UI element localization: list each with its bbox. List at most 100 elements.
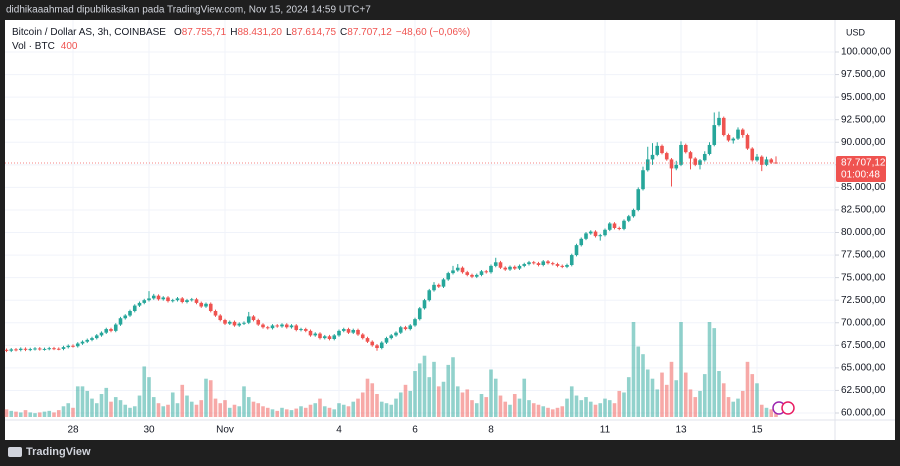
- volume-bar: [56, 410, 61, 417]
- candle-body: [550, 263, 555, 265]
- volume-bar: [289, 410, 294, 417]
- volume-bar: [42, 411, 47, 417]
- candle-body: [574, 245, 579, 256]
- candle-body: [261, 324, 265, 328]
- candle-body: [650, 154, 655, 160]
- candle-body: [764, 159, 769, 165]
- candle-body: [9, 349, 14, 351]
- candle-body: [398, 327, 403, 333]
- candle-body: [18, 348, 23, 351]
- candle-body: [493, 262, 498, 266]
- volume-bar: [251, 401, 256, 417]
- candle-body: [389, 335, 394, 339]
- candle-body: [688, 152, 693, 159]
- candle-body: [717, 117, 721, 126]
- candle-body: [408, 325, 413, 330]
- volume-bar: [4, 409, 9, 417]
- volume-bar: [603, 398, 607, 417]
- candle-body: [47, 348, 52, 350]
- candle-body: [299, 329, 303, 331]
- volume-bar: [626, 377, 631, 417]
- volume-bar: [118, 400, 123, 417]
- volume-bar: [451, 357, 455, 417]
- volume-bar: [717, 371, 721, 417]
- volume-bar: [484, 397, 489, 417]
- candle-body: [341, 329, 346, 331]
- candle-body: [104, 329, 109, 333]
- candle-body: [607, 223, 612, 230]
- volume-bar: [702, 374, 707, 417]
- volume-bar: [479, 394, 484, 417]
- y-tick-label: 97.500,00: [841, 69, 886, 80]
- candle-body: [498, 262, 503, 268]
- volume-bar: [617, 390, 622, 417]
- volume-bar: [460, 392, 465, 417]
- candle-body: [451, 270, 455, 274]
- volume-bar: [560, 406, 565, 417]
- volume-bar: [161, 406, 166, 417]
- candle-body: [237, 323, 242, 326]
- candle-body: [584, 233, 588, 239]
- volume-bar: [531, 403, 536, 417]
- candle-body: [470, 274, 474, 277]
- volume-bar: [14, 411, 18, 417]
- candle-body: [37, 348, 42, 350]
- candle-body: [740, 129, 745, 136]
- candle-body: [721, 117, 726, 136]
- volume-bar: [441, 381, 446, 417]
- volume-label: Vol · BTC: [12, 41, 55, 52]
- volume-bar: [555, 407, 560, 417]
- candle-body: [185, 300, 189, 302]
- volume-bar: [465, 389, 470, 417]
- volume-bar: [683, 372, 688, 417]
- volume-bar: [707, 322, 712, 417]
- volume-bar: [493, 378, 498, 417]
- x-tick-label: 15: [751, 425, 763, 436]
- candle-body: [147, 298, 151, 301]
- volume-bar: [223, 400, 227, 417]
- volume-bar: [218, 403, 223, 417]
- candle-body: [702, 153, 707, 161]
- candle-body: [455, 267, 460, 271]
- x-tick-label: 30: [143, 425, 155, 436]
- volume-bar: [232, 404, 237, 417]
- candle-body: [256, 320, 261, 325]
- volume-bar: [622, 392, 626, 417]
- volume-bar: [28, 412, 33, 417]
- candle-body: [246, 316, 251, 323]
- legend-value: 87.755,71: [182, 27, 227, 38]
- candle-body: [612, 223, 617, 228]
- volume-bar: [655, 389, 660, 417]
- candle-body: [593, 231, 598, 237]
- candle-body: [94, 335, 99, 339]
- volume-bar: [636, 346, 641, 417]
- volume-bar: [470, 400, 474, 417]
- x-tick-label: 13: [675, 425, 687, 436]
- volume-bar: [137, 395, 142, 417]
- volume-bar: [318, 398, 322, 417]
- volume-bar: [764, 407, 769, 417]
- volume-bar: [166, 404, 170, 417]
- candle-body: [365, 338, 370, 342]
- volume-bar: [588, 401, 593, 417]
- volume-bar: [52, 412, 56, 417]
- volume-bar: [194, 404, 199, 417]
- candle-body: [555, 264, 560, 266]
- volume-bar: [427, 377, 432, 417]
- volume-bar: [294, 408, 299, 417]
- last-price-label: 87.707,12: [841, 158, 886, 169]
- volume-bar: [522, 378, 527, 417]
- candle-body: [631, 209, 636, 217]
- volume-bar: [332, 409, 337, 417]
- volume-bar: [679, 322, 683, 417]
- candle-body: [394, 332, 398, 336]
- volume-bar: [156, 403, 161, 417]
- candle-body: [755, 156, 759, 161]
- candle-body: [489, 265, 493, 273]
- footer: TradingView: [8, 446, 91, 458]
- volume-bar: [256, 403, 261, 417]
- volume-bar: [403, 384, 408, 417]
- currency: USD: [846, 27, 866, 37]
- candle-body: [113, 324, 118, 331]
- candle-body: [52, 348, 56, 350]
